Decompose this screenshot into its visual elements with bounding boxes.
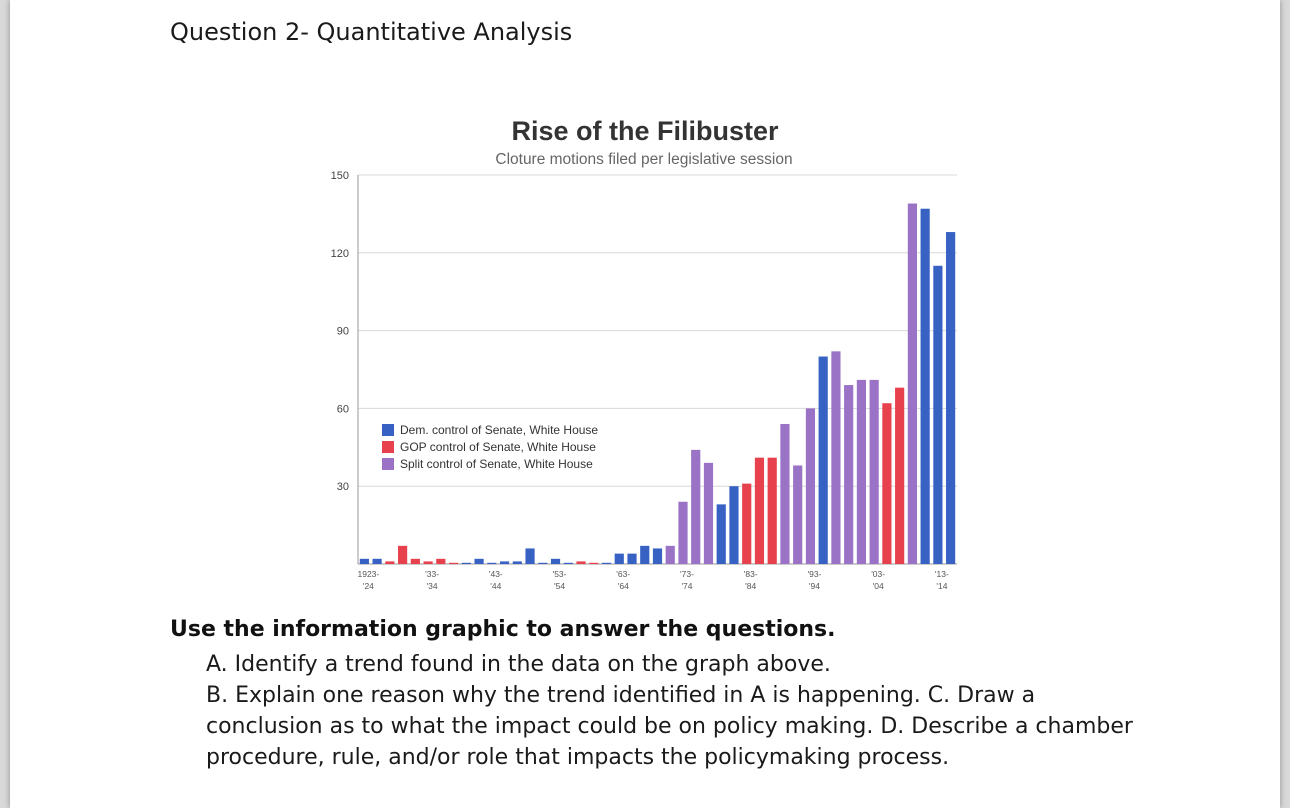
x-tick-label-top: '73-	[680, 569, 694, 579]
bar-1959-60	[589, 562, 599, 564]
instructions-text: Use the information graphic to answer th…	[170, 617, 836, 642]
x-tick-label-top: '83-	[744, 569, 758, 579]
bar-1955-56	[563, 562, 573, 564]
x-tick-label-top: 1923-	[357, 569, 379, 579]
bar-1961-62	[601, 562, 612, 564]
legend-swatch-gop	[382, 441, 394, 453]
legend-label-gop: GOP control of Senate, White House	[400, 440, 596, 454]
bar-1933-34	[423, 561, 433, 564]
question-a: A. Identify a trend found in the data on…	[206, 652, 831, 677]
bar-1929-30	[398, 545, 408, 564]
questions-block: A. Identify a trend found in the data on…	[206, 649, 1146, 773]
x-tick-label-top: '53-	[553, 569, 567, 579]
bar-1983-84	[742, 483, 752, 564]
bar-1977-78	[703, 462, 714, 564]
question-bcd: B. Explain one reason why the trend iden…	[206, 683, 1133, 770]
bar-1935-36	[436, 558, 446, 564]
x-tick-label-top: '93-	[807, 569, 821, 579]
bar-1971-72	[665, 545, 675, 564]
x-tick-label-bottom: '54	[554, 581, 565, 591]
x-tick-label-top: '13-	[935, 569, 949, 579]
bar-1987-88	[767, 457, 777, 564]
bar-1931-32	[410, 558, 420, 564]
bar-2011-12	[920, 208, 930, 565]
bar-2003-04	[869, 379, 879, 564]
y-tick-label: 90	[337, 326, 349, 338]
bar-1967-68	[640, 545, 650, 564]
x-tick-label-top: '43-	[489, 569, 503, 579]
bar-1973-74	[678, 501, 688, 564]
bar-1999-00	[844, 385, 854, 564]
bar-2015-16	[946, 232, 956, 564]
bar-1943-44	[487, 562, 497, 564]
bar-1993-94	[805, 408, 816, 564]
y-tick-label: 150	[331, 170, 349, 182]
bar-2009-10	[907, 203, 917, 564]
x-tick-label-top: '33-	[425, 569, 439, 579]
bar-1953-54	[550, 558, 561, 564]
legend: Dem. control of Senate, White House GOP c…	[382, 423, 598, 471]
bar-1957-58	[576, 561, 586, 564]
legend-swatch-dem	[382, 424, 394, 436]
x-tick-label-bottom: '94	[809, 581, 820, 591]
chart-subtitle: Cloture motions filed per legislative se…	[495, 151, 792, 168]
bar-1937-38	[448, 562, 459, 564]
bar-1927-28	[385, 561, 395, 564]
bar-1981-82	[729, 486, 739, 564]
y-tick-label: 30	[337, 481, 349, 493]
document-page: Question 2- Quantitative Analysis Rise o…	[10, 0, 1280, 808]
x-tick-label-top: '03-	[871, 569, 885, 579]
x-tick-label-bottom: '34	[427, 581, 438, 591]
bar-1963-64	[614, 553, 624, 564]
bar-1945-46	[499, 561, 510, 564]
x-tick-label-bottom: '84	[745, 581, 756, 591]
bar-series	[359, 203, 956, 565]
bar-1979-80	[716, 504, 726, 564]
bar-1951-52	[538, 562, 548, 564]
bar-1939-40	[461, 562, 471, 564]
y-tick-label: 60	[337, 403, 349, 415]
bar-2001-02	[856, 379, 867, 564]
bar-1947-48	[512, 561, 522, 564]
filibuster-bar-chart: Rise of the Filibuster Cloture motions f…	[331, 116, 957, 591]
x-axis: 1923- '24 '33- '34 '43- '44 '53- '54 '63- '64 '73-…	[357, 569, 949, 591]
question-heading: Question 2- Quantitative Analysis	[170, 18, 573, 46]
bar-2013-14	[933, 265, 943, 564]
x-tick-label-bottom: '04	[873, 581, 884, 591]
bar-1941-42	[474, 558, 484, 564]
bar-1949-50	[525, 548, 535, 564]
bar-1989-90	[780, 423, 790, 564]
bar-1985-86	[754, 457, 765, 564]
x-tick-label-bottom: '24	[363, 581, 374, 591]
x-tick-label-top: '63-	[616, 569, 630, 579]
bar-1965-66	[627, 553, 637, 564]
legend-swatch-split	[382, 458, 394, 470]
bar-1995-96	[818, 356, 828, 564]
legend-label-dem: Dem. control of Senate, White House	[400, 423, 598, 437]
chart-title: Rise of the Filibuster	[511, 116, 779, 146]
bar-1991-92	[793, 465, 803, 564]
bar-1975-76	[691, 449, 701, 564]
legend-label-split: Split control of Senate, White House	[400, 457, 593, 471]
bar-2007-08	[895, 387, 905, 564]
bar-1923-24	[359, 558, 369, 564]
x-tick-label-bottom: '74	[681, 581, 692, 591]
x-tick-label-bottom: '64	[618, 581, 629, 591]
bar-1969-70	[652, 548, 663, 564]
x-tick-label-bottom: '44	[490, 581, 501, 591]
x-tick-label-bottom: '14	[936, 581, 947, 591]
y-tick-label: 120	[331, 248, 349, 260]
bar-2005-06	[882, 403, 892, 564]
bar-1925-26	[372, 558, 382, 564]
bar-1997-98	[831, 351, 841, 564]
